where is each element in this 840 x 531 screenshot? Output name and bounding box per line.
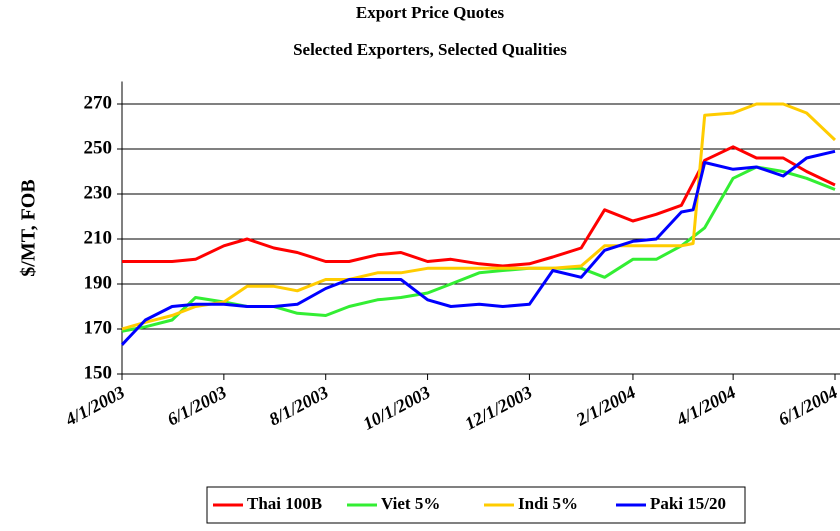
y-tick-label: 250: [84, 137, 113, 158]
y-tick-label: 230: [84, 182, 113, 203]
y-tick-label: 150: [84, 362, 113, 383]
y-tick-label: 190: [84, 272, 113, 293]
series-line: [121, 102, 837, 331]
x-tick-label: 10/1/2003: [360, 382, 434, 434]
y-tick-label: 270: [84, 92, 113, 113]
legend-label: Viet 5%: [381, 494, 440, 513]
x-tick-label: 6/1/2003: [164, 382, 230, 430]
series-line: [122, 145, 836, 268]
x-tick-label: 2/1/2004: [572, 382, 639, 430]
series-line: [120, 149, 836, 346]
x-tick-label: 8/1/2003: [266, 382, 332, 430]
x-tick-label: 4/1/2003: [61, 382, 128, 430]
chart-subtitle: Selected Exporters, Selected Qualities: [293, 40, 567, 59]
y-axis-label: $/MT, FOB: [18, 179, 40, 276]
series-line: [121, 165, 836, 333]
legend-label: Indi 5%: [518, 494, 578, 513]
y-tick-label: 210: [84, 227, 113, 248]
chart-title: Export Price Quotes: [356, 3, 505, 22]
legend-box: [206, 486, 746, 524]
y-tick-label: 170: [84, 317, 113, 338]
x-tick-label: 4/1/2004: [672, 382, 739, 430]
legend-label: Paki 15/20: [650, 494, 726, 513]
x-tick-label: 12/1/2003: [461, 382, 535, 434]
legend-label: Thai 100B: [247, 494, 322, 513]
x-tick-label: 6/1/2004: [775, 382, 840, 430]
